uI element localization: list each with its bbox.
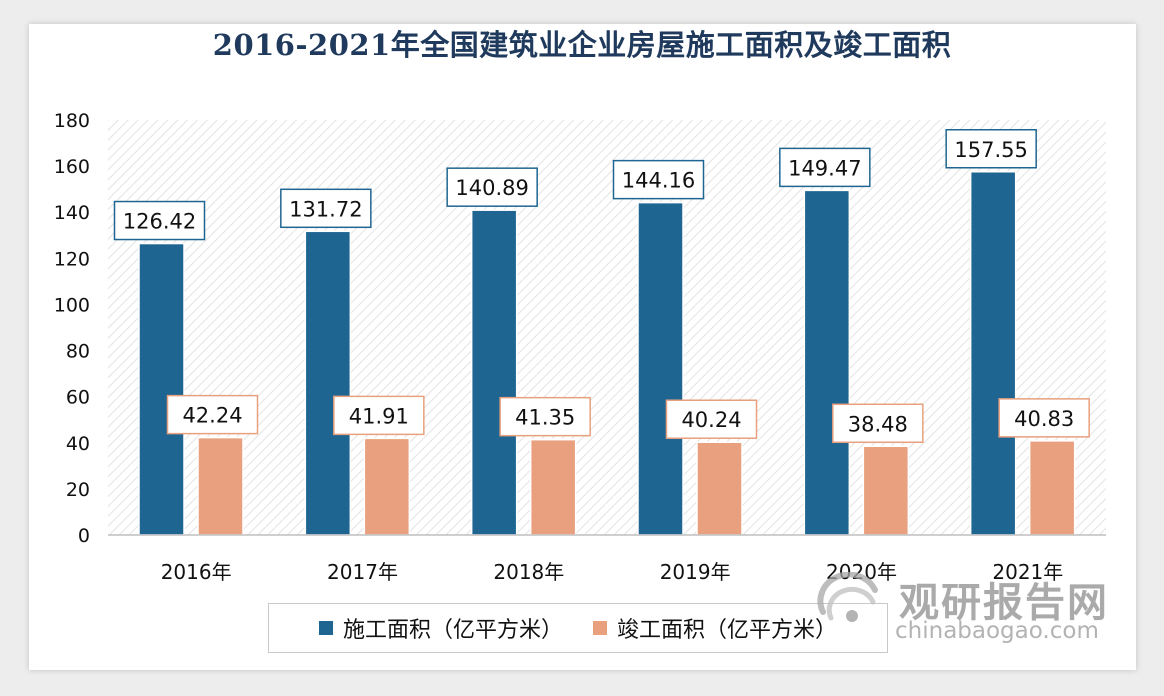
data-label-box [113, 200, 206, 241]
data-label-construction: 126.42 [123, 210, 196, 234]
data-label-box [945, 129, 1037, 169]
legend-item-construction: 施工面积（亿平方米） [318, 612, 563, 644]
bar-completion [696, 441, 743, 536]
y-tick-label: 60 [66, 387, 90, 409]
bar-construction [637, 201, 684, 536]
y-tick-label: 40 [66, 433, 90, 455]
bar-completion [1028, 440, 1076, 536]
data-label-completion: 41.35 [515, 406, 575, 430]
y-axis: 0 20 40 60 80 100 120 140 160 180 [54, 110, 90, 547]
data-label-box [333, 395, 425, 436]
x-tick-label: 2019年 [660, 560, 731, 584]
data-label-completion: 38.48 [848, 412, 908, 436]
bar-completion [363, 437, 411, 536]
y-tick-label: 20 [66, 479, 90, 501]
legend-swatch-construction [318, 621, 333, 635]
bar-construction [138, 242, 185, 536]
x-tick-label: 2017年 [327, 560, 398, 584]
data-label-box [166, 394, 259, 435]
y-tick-label: 180 [54, 110, 90, 132]
y-tick-label: 100 [54, 294, 90, 316]
bar-completion [197, 436, 244, 536]
x-tick-label: 2018年 [493, 560, 564, 584]
x-tick-label: 2016年 [161, 560, 232, 584]
chart-title: 2016-2021年全国建筑业企业房屋施工面积及竣工面积 [212, 28, 952, 62]
legend: 施工面积（亿平方米） 竣工面积（亿平方米） [268, 603, 888, 653]
data-label-box [779, 147, 871, 188]
watermark-brand-cn: 观研报告网 [899, 580, 1109, 626]
bar-construction [470, 209, 518, 536]
data-label-completion: 41.91 [349, 404, 409, 428]
legend-swatch-completion [593, 621, 607, 635]
data-label-box [665, 399, 758, 439]
data-label-completion: 42.24 [182, 404, 242, 428]
watermark: 观研报告网 chinabaogao.com [815, 568, 1115, 648]
legend-label-construction: 施工面积（亿平方米） [342, 618, 563, 643]
data-labels: 126.42 42.24 131.72 41.91 140.89 41.35 144.16 4… [113, 129, 1090, 444]
data-label-box [280, 188, 372, 229]
data-label-construction: 157.55 [954, 138, 1027, 162]
y-tick-label: 80 [66, 341, 90, 363]
data-label-box [446, 167, 538, 207]
bar-construction [304, 230, 352, 536]
y-tick-label: 0 [78, 525, 90, 547]
bars [138, 171, 1076, 536]
data-label-construction: 144.16 [622, 169, 695, 193]
data-label-construction: 140.89 [455, 176, 528, 200]
watermark-logo-icon [817, 572, 878, 622]
data-label-box [998, 398, 1090, 438]
watermark-brand-en: chinabaogao.com [895, 618, 1099, 644]
data-label-construction: 131.72 [289, 197, 362, 221]
bar-construction [803, 189, 851, 536]
y-tick-label: 140 [54, 202, 90, 224]
legend-label-completion: 竣工面积（亿平方米） [617, 618, 838, 643]
data-label-completion: 40.24 [681, 408, 741, 432]
data-label-completion: 40.83 [1014, 407, 1074, 431]
bar-construction [969, 171, 1017, 536]
y-tick-label: 160 [54, 156, 90, 178]
plot-area [108, 120, 1106, 535]
bar-completion [862, 445, 910, 536]
x-tick-label: 2021年 [992, 560, 1063, 584]
data-label-box [499, 396, 591, 437]
x-axis: 2016年 2017年 2018年 2019年 2020年 2021年 [108, 534, 1106, 584]
data-label-box [832, 403, 924, 444]
data-label-box [612, 159, 705, 200]
legend-item-completion: 竣工面积（亿平方米） [593, 612, 837, 644]
bar-completion [529, 438, 577, 536]
data-label-construction: 149.47 [788, 156, 861, 180]
y-tick-label: 120 [54, 248, 90, 270]
